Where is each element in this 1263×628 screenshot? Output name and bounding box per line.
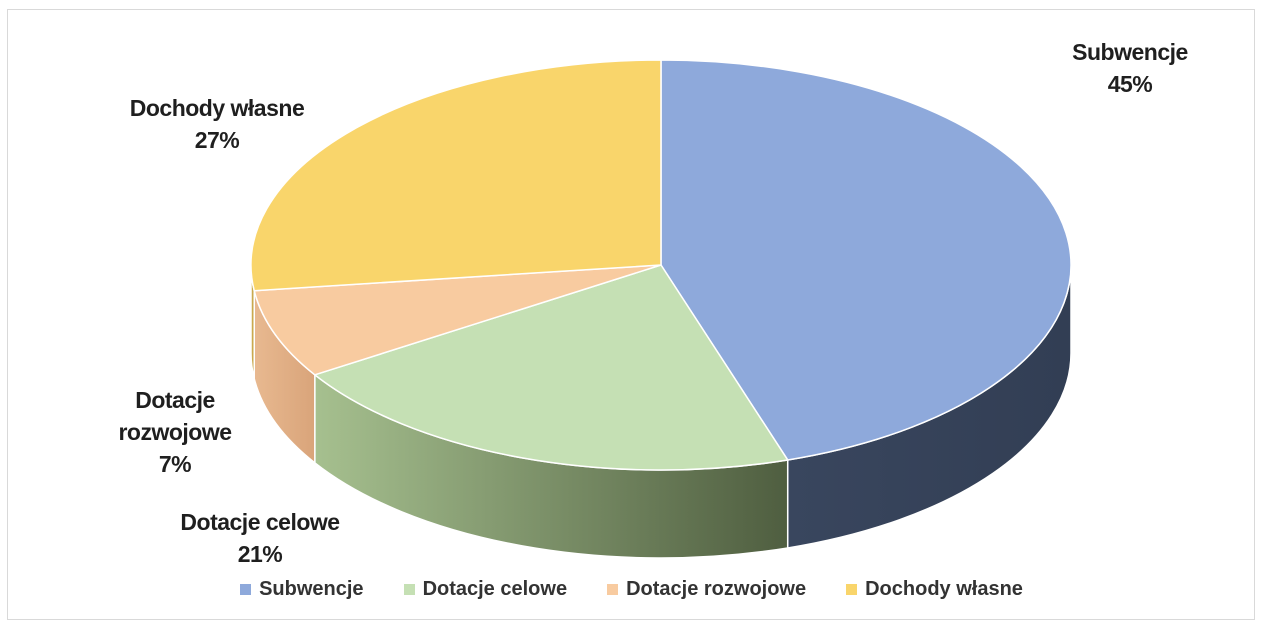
slice-label-dochody-pct: 27% — [194, 127, 240, 153]
slice-label-subwencje: Subwencje 45% — [1040, 36, 1220, 100]
legend-label-rozwojowe: Dotacje rozwojowe — [626, 578, 807, 600]
legend-label-celowe: Dotacje celowe — [422, 578, 568, 600]
legend-label-dochody: Dochody własne — [865, 578, 1023, 600]
slice-label-rozwojowe-pct: 7% — [158, 451, 192, 477]
slice-label-celowe-pct: 21% — [237, 541, 283, 567]
slice-subwencje — [660, 59, 1072, 461]
slice-dochody — [250, 59, 662, 292]
slice-celowe — [313, 264, 789, 471]
legend-swatch-celowe — [403, 584, 415, 595]
slice-rozwojowe — [253, 264, 662, 376]
slice-label-celowe: Dotacje celowe 21% — [140, 506, 380, 570]
slice-label-dochody: Dochody własne 27% — [92, 92, 342, 156]
slice-label-subwencje-name: Subwencje — [1072, 39, 1188, 65]
legend-swatch-subwencje — [240, 584, 252, 595]
legend-item-celowe: Dotacje celowe — [403, 578, 568, 601]
slice-label-subwencje-pct: 45% — [1107, 71, 1153, 97]
legend-swatch-dochody — [846, 584, 858, 595]
slice-label-celowe-name: Dotacje celowe — [180, 509, 340, 535]
legend-item-subwencje: Subwencje — [240, 578, 364, 601]
legend-item-dochody: Dochody własne — [846, 578, 1023, 601]
legend-swatch-rozwojowe — [607, 584, 619, 595]
legend: Subwencje Dotacje celowe Dotacje rozwojo… — [0, 578, 1263, 601]
legend-label-subwencje: Subwencje — [259, 578, 364, 600]
slice-label-rozwojowe-name: Dotacje rozwojowe — [118, 387, 232, 445]
slice-label-dochody-name: Dochody własne — [129, 95, 305, 121]
legend-item-rozwojowe: Dotacje rozwojowe — [607, 578, 806, 601]
slice-label-rozwojowe: Dotacje rozwojowe 7% — [95, 384, 255, 480]
